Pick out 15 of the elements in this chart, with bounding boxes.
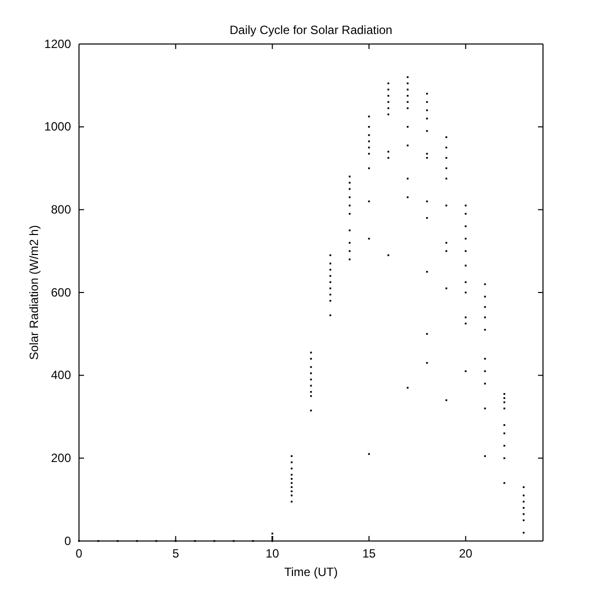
y-tick-label: 1000: [44, 120, 72, 134]
x-axis-title: Time (UT): [284, 565, 338, 579]
x-tick-label: 10: [266, 546, 280, 561]
y-tick-label: 600: [50, 285, 72, 300]
x-tick-label: 5: [172, 546, 180, 561]
y-tick-label: 800: [50, 202, 72, 217]
x-tick-label: 0: [76, 546, 83, 561]
y-tick-label: 1200: [44, 36, 72, 51]
x-tick-label: 15: [362, 546, 376, 561]
y-tick-label: 0: [64, 534, 72, 548]
y-axis-title: Solar Radiation (W/m2 h): [27, 225, 41, 360]
y-tick-label: 400: [50, 368, 72, 382]
x-tick-label: 20: [458, 546, 473, 561]
chart-title: Daily Cycle for Solar Radiation: [230, 23, 392, 37]
y-tick-label: 200: [50, 451, 72, 466]
